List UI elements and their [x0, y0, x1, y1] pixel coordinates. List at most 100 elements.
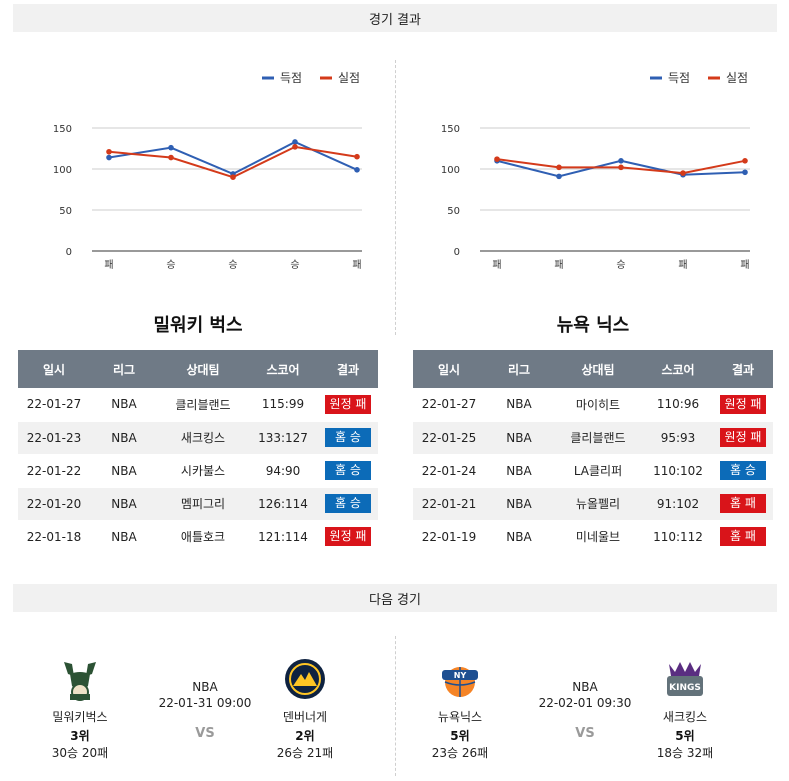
table-row: 22-01-27 NBA 클리블랜드 115:99 원정 패 — [18, 388, 378, 422]
team2-title: 뉴욕 닉스 — [556, 315, 630, 336]
nuggets-logo-icon — [285, 659, 325, 699]
team-name: 덴버너게 — [282, 710, 328, 724]
knicks-logo-icon: NY — [442, 667, 478, 697]
data-point — [354, 153, 360, 160]
team-name: 새크킹스 — [662, 710, 708, 724]
team2-line-chart: 0 50 100 150 패 패 승 패 패 득점 실점 — [441, 71, 750, 271]
kings-logo-icon: KINGS — [667, 662, 703, 696]
date-cell: 22-01-27 — [413, 388, 485, 422]
team-record: 18승 32패 — [656, 746, 714, 760]
table-row: 22-01-21 NBA 뉴올펠리 91:102 홈 패 — [413, 487, 773, 521]
opponent-cell: 마이히트 — [553, 388, 643, 422]
svg-text:NY: NY — [454, 671, 467, 680]
result-badge: 홈 승 — [325, 461, 371, 480]
score-cell: 110:96 — [643, 388, 713, 422]
team-name: 밀워키벅스 — [52, 710, 108, 724]
table-row: 22-01-25 NBA 클리블랜드 95:93 원정 패 — [413, 421, 773, 455]
match-info: NBA 22-02-01 09:30 — [530, 680, 640, 710]
opponent-cell: 뉴올펠리 — [553, 487, 643, 521]
table-row: 22-01-23 NBA 새크킹스 133:127 홈 승 — [18, 421, 378, 455]
result-cell: 원정 패 — [318, 520, 378, 554]
y-tick-label: 150 — [53, 124, 72, 135]
team-rank: 3위 — [70, 729, 90, 743]
team1-results-table: 일시 리그 상대팀 스코어 결과 22-01-27 NBA 클리블랜드 115:99 원… — [18, 350, 378, 554]
league-cell: NBA — [90, 388, 158, 422]
header-result: 결과 — [713, 350, 773, 388]
opponent-cell: 멤피그리 — [158, 487, 248, 521]
score-cell: 115:99 — [248, 388, 318, 422]
match-datetime: 22-01-31 09:00 — [158, 696, 252, 710]
header-opponent: 상대팀 — [158, 350, 248, 388]
match-datetime: 22-02-01 09:30 — [538, 696, 632, 710]
team-rank: 5위 — [450, 729, 470, 743]
data-point — [106, 148, 112, 155]
score-cell: 126:114 — [248, 487, 318, 521]
data-point — [618, 158, 624, 164]
legend-label: 실점 — [726, 71, 748, 85]
date-cell: 22-01-25 — [413, 421, 485, 455]
header-league: 리그 — [90, 350, 158, 388]
date-cell: 22-01-27 — [18, 388, 90, 422]
opponent-cell: 새크킹스 — [158, 421, 248, 455]
home-team[interactable]: 밀워키벅스 3위 30승 20패 — [40, 650, 120, 761]
league-cell: NBA — [90, 421, 158, 455]
data-point — [106, 154, 112, 161]
x-tick-label: 패 — [104, 259, 113, 271]
x-tick-label: 승 — [616, 259, 625, 271]
date-cell: 22-01-20 — [18, 487, 90, 521]
date-cell: 22-01-21 — [413, 487, 485, 521]
data-point — [354, 167, 360, 173]
data-point — [292, 139, 298, 145]
away-team[interactable]: 덴버너게 2위 26승 21패 — [265, 650, 345, 761]
y-tick-label: 0 — [454, 247, 460, 258]
x-tick-label: 패 — [740, 259, 749, 271]
score-cell: 91:102 — [643, 487, 713, 521]
away-team[interactable]: KINGS 새크킹스 5위 18승 32패 — [645, 650, 725, 761]
team-name: 뉴욕닉스 — [437, 710, 483, 724]
team1-title: 밀워키 벅스 — [153, 315, 243, 336]
league-cell: NBA — [485, 421, 553, 455]
score-cell: 121:114 — [248, 520, 318, 554]
y-tick-label: 50 — [59, 206, 72, 217]
league-cell: NBA — [485, 454, 553, 488]
team-record: 30승 20패 — [51, 746, 109, 760]
data-point — [292, 144, 298, 150]
result-badge: 홈 승 — [325, 428, 371, 447]
data-point — [680, 170, 686, 176]
home-team[interactable]: NY 뉴욕닉스 5위 23승 26패 — [420, 650, 500, 761]
table-row: 22-01-24 NBA LA클리퍼 110:102 홈 승 — [413, 454, 773, 488]
team-rank: 2위 — [295, 729, 315, 743]
result-cell: 원정 패 — [713, 421, 773, 455]
data-point — [556, 164, 562, 171]
next-game-section-title: 다음 경기 — [369, 592, 421, 608]
opponent-cell: LA클리퍼 — [553, 454, 643, 488]
team-record: 26승 21패 — [276, 746, 334, 760]
next-game-divider — [395, 636, 396, 776]
opponent-cell: 시카불스 — [158, 454, 248, 488]
result-cell: 홈 승 — [318, 487, 378, 521]
x-tick-label: 패 — [492, 259, 501, 271]
result-cell: 원정 패 — [713, 388, 773, 422]
data-point — [742, 169, 748, 176]
x-tick-label: 패 — [554, 259, 563, 271]
table-row: 22-01-27 NBA 마이히트 110:96 원정 패 — [413, 388, 773, 422]
data-point — [742, 158, 748, 164]
next-game-section-header: 다음 경기 — [13, 584, 777, 612]
date-cell: 22-01-19 — [413, 520, 485, 554]
result-badge: 홈 패 — [720, 527, 766, 546]
score-cell: 110:112 — [643, 520, 713, 554]
opponent-cell: 클리블랜드 — [158, 388, 248, 422]
header-date: 일시 — [413, 350, 485, 388]
date-cell: 22-01-24 — [413, 454, 485, 488]
league-cell: NBA — [485, 520, 553, 554]
league-cell: NBA — [485, 487, 553, 521]
header-score: 스코어 — [248, 350, 318, 388]
header-league: 리그 — [485, 350, 553, 388]
date-cell: 22-01-23 — [18, 421, 90, 455]
y-tick-label: 100 — [441, 165, 460, 176]
result-cell: 원정 패 — [318, 388, 378, 422]
result-cell: 홈 승 — [318, 421, 378, 455]
y-tick-label: 100 — [53, 165, 72, 176]
match-league: NBA — [572, 680, 598, 694]
x-tick-label: 패 — [352, 259, 361, 271]
